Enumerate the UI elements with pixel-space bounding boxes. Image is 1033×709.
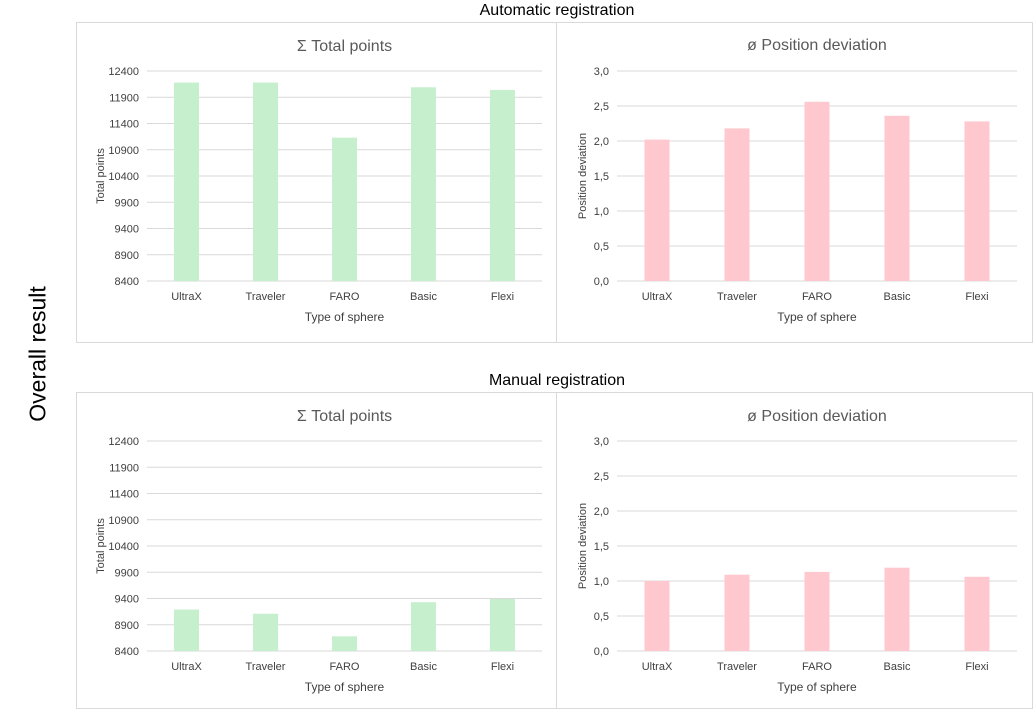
x-axis-label: Type of sphere (777, 310, 857, 324)
y-tick-label: 2,5 (594, 471, 609, 483)
y-tick-label: 11400 (109, 119, 139, 131)
x-tick-label: Traveler (717, 291, 757, 303)
bar-flexi (964, 576, 990, 651)
x-tick-label: Traveler (246, 291, 286, 303)
x-tick-label: Basic (884, 661, 911, 673)
auto-total-points-chart: Σ Total points 8400 8900 9400 9900 10400 10900… (95, 38, 542, 324)
y-tick-label: 8400 (115, 276, 139, 288)
bar-ultrax (174, 609, 199, 651)
x-tick-label: UltraX (171, 291, 202, 303)
x-tick-label: Flexi (491, 661, 514, 673)
x-tick-label: UltraX (642, 661, 673, 673)
bar-ultrax (174, 82, 199, 281)
x-tick-label: FARO (330, 661, 360, 673)
bar-basic (411, 87, 436, 282)
y-tick-label: 12400 (108, 66, 139, 78)
y-tick-label: 1,0 (594, 576, 609, 588)
y-axis-label: Position deviation (577, 503, 589, 589)
y-tick-label: 1,5 (594, 541, 609, 553)
x-tick-label: Basic (410, 291, 437, 303)
x-axis-label: Type of sphere (305, 310, 385, 324)
x-axis-label: Type of sphere (305, 680, 385, 694)
x-tick-label: Flexi (965, 661, 988, 673)
x-tick-label: UltraX (171, 661, 202, 673)
y-tick-label: 0,5 (594, 241, 609, 253)
y-tick-label: 12400 (108, 436, 139, 448)
y-tick-label: 2,0 (594, 506, 609, 518)
y-tick-label: 9400 (115, 224, 139, 236)
x-axis-label: Type of sphere (777, 680, 857, 694)
bar-faro (804, 101, 830, 281)
y-tick-label: 8900 (115, 620, 139, 632)
automatic-registration-title: Automatic registration (479, 2, 635, 19)
y-tick-label: 9400 (115, 594, 139, 606)
y-tick-label: 9900 (115, 197, 139, 209)
y-tick-label: 11900 (109, 462, 139, 474)
manual-total-points-chart: Σ Total points 8400 8900 9400 9900 10400 10900… (95, 408, 542, 694)
x-tick-label: Flexi (965, 291, 988, 303)
bar-traveler (253, 82, 278, 281)
x-tick-label: Basic (410, 661, 437, 673)
chart-title: Σ Total points (297, 408, 392, 425)
bar-flexi (490, 89, 515, 282)
bar-ultrax (644, 581, 670, 651)
bar-basic (884, 567, 910, 651)
x-tick-label: Basic (884, 291, 911, 303)
manual-position-deviation-chart: ø Position deviation 0,0 0,5 1,0 1,5 2,0 2,5 3,… (556, 393, 1017, 708)
y-tick-label: 8900 (115, 250, 139, 262)
y-tick-label: 2,5 (594, 101, 609, 113)
y-tick-label: 0,0 (594, 646, 609, 658)
overall-result-label: Overall result (24, 286, 51, 422)
y-tick-label: 10900 (108, 515, 139, 527)
x-tick-label: Traveler (717, 661, 757, 673)
y-tick-label: 9900 (115, 567, 139, 579)
manual-registration-title: Manual registration (488, 372, 626, 389)
auto-position-deviation-chart: ø Position deviation 0,0 0,5 1,0 1,5 2,0 2,5 3,… (556, 23, 1017, 342)
y-tick-label: 10400 (108, 171, 139, 183)
y-tick-label: 0,5 (594, 611, 609, 623)
bar-faro (332, 636, 357, 651)
y-axis-label: Total points (95, 518, 107, 574)
bar-faro (804, 571, 830, 651)
bar-traveler (724, 128, 750, 281)
y-tick-label: 11400 (109, 489, 139, 501)
bar-flexi (964, 121, 990, 282)
y-tick-label: 11900 (109, 92, 139, 104)
y-tick-label: 3,0 (594, 436, 609, 448)
chart-title: ø Position deviation (747, 37, 887, 54)
y-tick-label: 10900 (108, 145, 139, 157)
chart-title: Σ Total points (297, 38, 392, 55)
chart-title: ø Position deviation (747, 408, 887, 425)
y-tick-label: 1,0 (594, 206, 609, 218)
x-tick-label: Flexi (491, 291, 514, 303)
y-axis-label: Total points (95, 148, 107, 204)
y-tick-label: 3,0 (594, 66, 609, 78)
bar-basic (411, 602, 436, 651)
y-tick-label: 8400 (115, 646, 139, 658)
bar-flexi (490, 599, 515, 651)
y-tick-label: 10400 (108, 541, 139, 553)
x-tick-label: FARO (330, 291, 360, 303)
x-tick-label: UltraX (642, 291, 673, 303)
y-tick-label: 1,5 (594, 171, 609, 183)
y-tick-label: 0,0 (594, 276, 609, 288)
bar-basic (884, 115, 910, 281)
x-tick-label: FARO (802, 661, 832, 673)
bar-ultrax (644, 139, 670, 281)
y-tick-label: 2,0 (594, 136, 609, 148)
bar-traveler (724, 574, 750, 651)
bar-traveler (253, 613, 278, 651)
y-axis-label: Position deviation (577, 133, 589, 219)
bar-faro (332, 137, 357, 281)
x-tick-label: Traveler (246, 661, 286, 673)
x-tick-label: FARO (802, 291, 832, 303)
